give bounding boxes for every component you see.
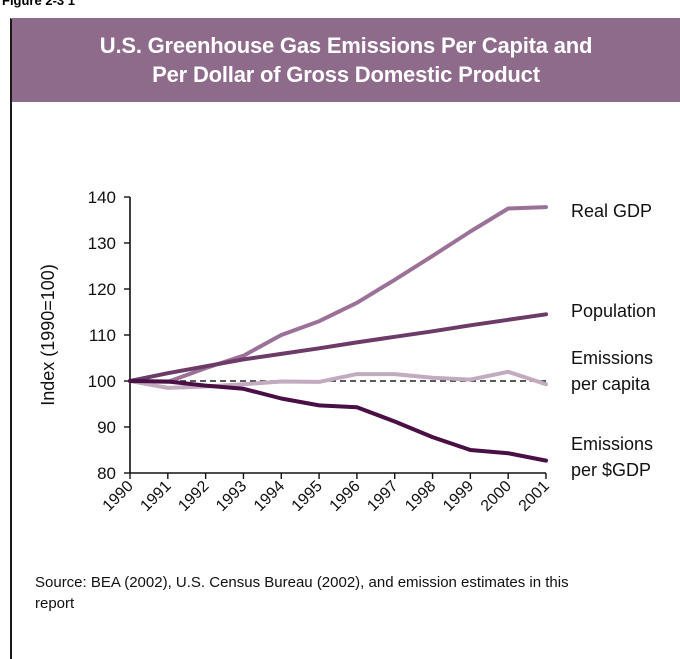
y-axis-label: Index (1990=100) [38, 264, 58, 406]
y-tick-label: 130 [88, 234, 116, 253]
y-tick-label: 90 [97, 418, 116, 437]
figure-label-strip: Figure 2-3 1 [0, 0, 680, 10]
x-tick-label: 1995 [289, 478, 326, 515]
x-tick-label: 1992 [175, 478, 212, 515]
x-tick-label: 2000 [478, 478, 515, 515]
y-tick-label: 80 [97, 464, 116, 483]
x-tick-label: 2001 [516, 478, 553, 515]
figure-label: Figure 2-3 1 [2, 0, 75, 8]
chart-title-line-2: Per Dollar of Gross Domestic Product [152, 62, 540, 87]
x-tick-label: 1990 [100, 478, 137, 515]
series-line-emissions-per-gdp [128, 379, 548, 463]
y-tick-label: 100 [88, 372, 116, 391]
series-label-emissions-per-capita: per capita [571, 374, 651, 394]
chart-header: U.S. Greenhouse Gas Emissions Per Capita… [12, 18, 680, 102]
source-note: Source: BEA (2002), U.S. Census Bureau (… [35, 574, 569, 612]
chart-title-line-1: U.S. Greenhouse Gas Emissions Per Capita… [99, 33, 593, 58]
series-line-real-gdp [128, 205, 548, 384]
x-tick-label: 1997 [364, 478, 401, 515]
series-label-emissions-per-gdp: per $GDP [571, 460, 651, 480]
series-label-emissions-per-gdp: Emissions [571, 434, 653, 454]
y-tick-label: 110 [89, 326, 116, 345]
x-tick-label: 1991 [137, 478, 174, 515]
series-line-population [128, 312, 548, 383]
x-tick-label: 1996 [327, 478, 364, 515]
x-tick-label: 1998 [402, 478, 439, 515]
x-tick-label: 1993 [213, 478, 250, 515]
figure-frame [10, 18, 678, 659]
x-tick-label: 1994 [251, 478, 288, 515]
y-tick-label: 140 [88, 188, 116, 207]
x-tick-label: 1999 [440, 478, 477, 515]
series-label-emissions-per-capita: Emissions [571, 348, 653, 368]
series-label-population: Population [571, 301, 656, 321]
series-label-real-gdp: Real GDP [571, 201, 652, 221]
y-tick-label: 120 [88, 280, 116, 299]
